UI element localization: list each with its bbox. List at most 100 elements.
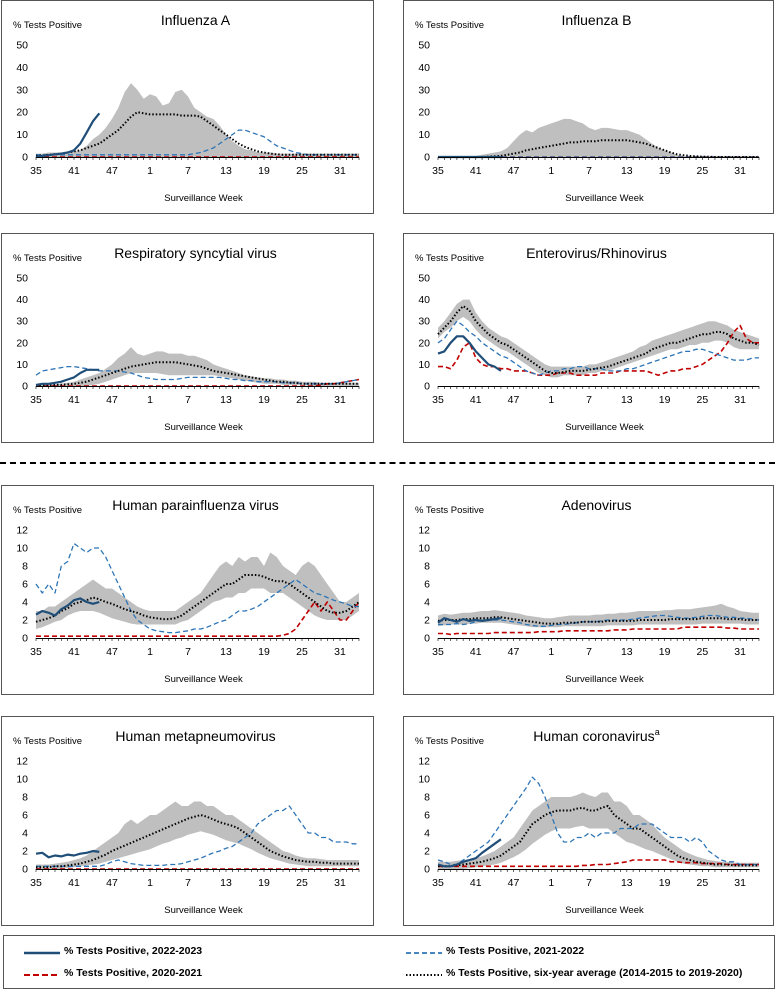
x-tick-label: 47 xyxy=(106,646,118,658)
series-line-2021-2022 xyxy=(437,320,759,376)
y-tick-label: 8 xyxy=(424,561,430,573)
y-tick-label: 30 xyxy=(418,316,430,328)
legend-label-avg: % Tests Positive, six-year average (2014… xyxy=(446,967,743,979)
y-tick-label: 4 xyxy=(22,828,28,840)
y-tick-label: 20 xyxy=(418,107,430,119)
chart-panel: % Tests Positive Human parainfluenza viru… xyxy=(1,485,374,695)
legend-line-prev xyxy=(406,952,442,954)
x-tick-label: 19 xyxy=(258,877,270,889)
series-line-2021-2022 xyxy=(36,129,359,156)
x-tick-label: 13 xyxy=(220,165,232,177)
x-tick-label: 25 xyxy=(296,165,308,177)
y-tick-label: 6 xyxy=(22,810,28,822)
chart-panel: % Tests Positive Adenovirus 0 2 4 6 8 10 12 35 41 4… xyxy=(403,485,774,695)
series-line-six-year-average xyxy=(35,361,359,387)
x-tick-label: 31 xyxy=(734,877,746,889)
legend-label-prev: % Tests Positive, 2021-2022 xyxy=(446,945,585,957)
y-axis-label: % Tests Positive xyxy=(13,736,82,747)
y-tick-label: 12 xyxy=(418,756,430,768)
y-tick-label: 4 xyxy=(22,597,28,609)
chart-svg: % Tests Positive Adenovirus 0 2 4 6 8 10 12 35 41 4… xyxy=(415,497,760,685)
x-tick-label: 47 xyxy=(106,394,118,406)
range-band xyxy=(438,299,759,378)
x-tick-label: 35 xyxy=(432,394,444,406)
x-tick-label: 19 xyxy=(258,646,270,658)
chart-svg: % Tests Positive Human metapneumovirus 0 2 4… xyxy=(13,728,360,916)
chart-svg: % Tests Positive Respiratory syncytial vi… xyxy=(13,245,360,433)
x-tick-label: 31 xyxy=(334,165,346,177)
y-tick-label: 0 xyxy=(22,152,28,164)
x-tick-label: 19 xyxy=(258,394,270,406)
series-line-2022-2023 xyxy=(35,112,101,159)
y-axis-label: % Tests Positive xyxy=(415,505,484,516)
y-axis-label: % Tests Positive xyxy=(13,253,82,264)
x-axis-label: Surveillance Week xyxy=(565,905,644,916)
y-tick-label: 40 xyxy=(418,294,430,306)
chart-panel: % Tests Positive Human metapneumovirus 0 2 4… xyxy=(1,716,374,926)
x-tick-label: 47 xyxy=(508,877,520,889)
y-axis-label: % Tests Positive xyxy=(415,253,484,264)
y-tick-label: 12 xyxy=(418,525,430,537)
series-line-2020-2021 xyxy=(438,626,759,636)
legend-line-prev2 xyxy=(24,974,60,976)
x-axis-label: Surveillance Week xyxy=(164,674,243,685)
x-tick-label: 25 xyxy=(296,877,308,889)
y-tick-label: 2 xyxy=(22,615,28,627)
chart-panel: % Tests Positive Respiratory syncytial vi… xyxy=(1,233,374,443)
legend-label-prev2: % Tests Positive, 2020-2021 xyxy=(64,967,203,979)
x-tick-label: 13 xyxy=(621,165,633,177)
y-tick-label: 50 xyxy=(418,40,430,52)
x-tick-label: 7 xyxy=(586,877,592,889)
x-tick-label: 13 xyxy=(621,646,633,658)
x-tick-label: 19 xyxy=(659,646,671,658)
legend: % Tests Positive, 2022-2023 % Tests Posi… xyxy=(3,935,775,989)
x-tick-label: 35 xyxy=(30,394,42,406)
chart-title: Human parainfluenza virus xyxy=(112,497,279,513)
x-tick-label: 35 xyxy=(432,165,444,177)
x-tick-label: 41 xyxy=(68,646,80,658)
chart-svg: % Tests Positive Influenza A 0 10 20 30 40 50 35… xyxy=(13,12,360,204)
y-tick-label: 8 xyxy=(22,792,28,804)
x-tick-label: 41 xyxy=(68,394,80,406)
x-tick-label: 19 xyxy=(258,165,270,177)
x-tick-label: 35 xyxy=(30,165,42,177)
y-tick-label: 10 xyxy=(16,129,28,141)
series-line-2022-2023 xyxy=(35,597,100,617)
y-tick-label: 0 xyxy=(424,864,430,876)
x-axis-label: Surveillance Week xyxy=(164,422,243,433)
y-tick-label: 40 xyxy=(16,62,28,74)
series-line-2020-2021 xyxy=(438,859,759,868)
chart-panel: % Tests Positive Human coronavirusa 0 2 4 6 8 1… xyxy=(403,716,774,926)
y-tick-label: 2 xyxy=(22,846,28,858)
x-tick-label: 25 xyxy=(697,165,709,177)
chart-title: Respiratory syncytial virus xyxy=(114,245,277,261)
x-tick-label: 7 xyxy=(185,165,191,177)
x-tick-label: 1 xyxy=(147,646,153,658)
x-tick-label: 19 xyxy=(659,165,671,177)
x-tick-label: 47 xyxy=(106,877,118,889)
x-tick-label: 41 xyxy=(470,646,482,658)
x-tick-label: 47 xyxy=(508,165,520,177)
x-tick-label: 7 xyxy=(586,165,592,177)
chart-panel: % Tests Positive Influenza A 0 10 20 30 40 50 35… xyxy=(1,0,374,214)
x-tick-label: 1 xyxy=(548,165,554,177)
chart-svg: % Tests Positive Human coronavirusa 0 2 4 6 8 1… xyxy=(415,727,760,916)
legend-line-current xyxy=(24,951,60,955)
y-tick-label: 20 xyxy=(16,107,28,119)
y-tick-label: 30 xyxy=(16,84,28,96)
x-tick-label: 13 xyxy=(220,646,232,658)
x-axis-label: Surveillance Week xyxy=(164,905,243,916)
chart-panel: % Tests Positive Enterovirus/Rhinovirus 0 1… xyxy=(403,233,774,443)
range-band xyxy=(36,83,359,157)
chart-panel: % Tests Positive Influenza B 0 10 20 30 40 50 35… xyxy=(403,0,774,214)
x-tick-label: 41 xyxy=(68,877,80,889)
y-tick-label: 0 xyxy=(424,381,430,393)
y-tick-label: 30 xyxy=(418,84,430,96)
chart-title: Influenza A xyxy=(161,12,231,28)
x-tick-label: 7 xyxy=(185,646,191,658)
y-tick-label: 2 xyxy=(424,846,430,858)
x-tick-label: 25 xyxy=(697,646,709,658)
y-tick-label: 20 xyxy=(418,337,430,349)
x-tick-label: 47 xyxy=(508,646,520,658)
y-tick-label: 40 xyxy=(418,62,430,74)
